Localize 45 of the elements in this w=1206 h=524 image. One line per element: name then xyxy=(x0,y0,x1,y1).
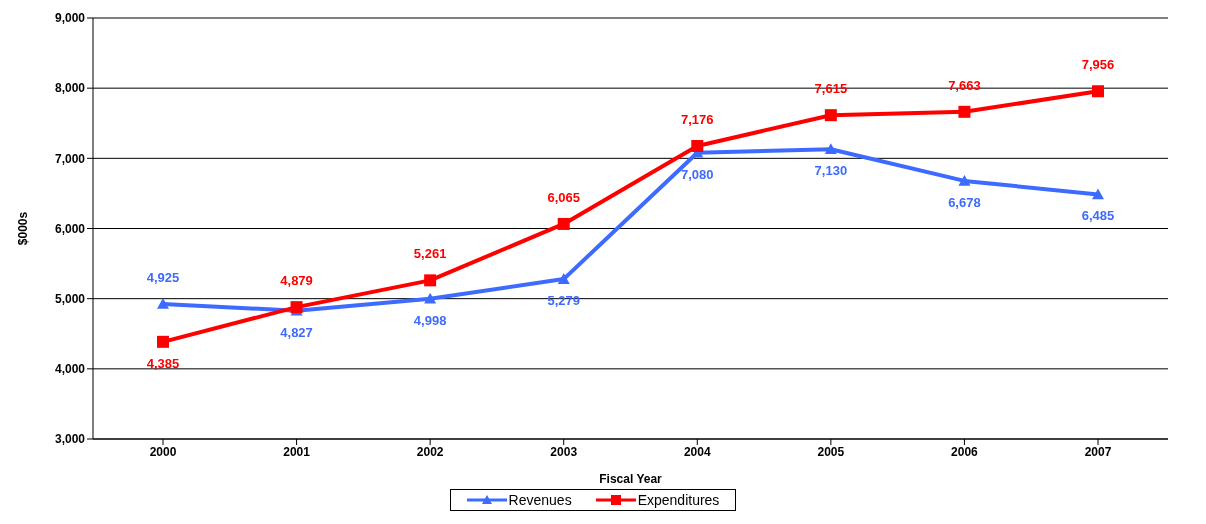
point xyxy=(424,274,437,287)
data-label: 5,261 xyxy=(413,246,447,262)
point xyxy=(824,143,837,155)
point xyxy=(557,217,570,230)
x-tick-label: 2004 xyxy=(683,444,711,459)
point xyxy=(958,105,971,118)
x-tick-label: 2007 xyxy=(1084,444,1112,459)
data-label: 6,485 xyxy=(1081,208,1115,224)
data-label: 4,827 xyxy=(280,324,313,340)
point xyxy=(1092,188,1104,200)
y-tick-label: 9,000 xyxy=(54,11,86,26)
y-tick-label: 5,000 xyxy=(54,291,86,306)
data-label: 6,678 xyxy=(948,194,981,210)
x-tick-label: 2005 xyxy=(817,444,845,459)
data-label: 7,130 xyxy=(814,163,848,179)
data-label: 4,879 xyxy=(280,273,313,289)
point xyxy=(824,109,837,122)
data-label: 7,956 xyxy=(1081,57,1115,73)
data-label: 4,925 xyxy=(146,269,180,285)
y-tick-label: 4,000 xyxy=(54,362,86,377)
data-label: 4,998 xyxy=(413,312,447,328)
x-tick-label: 2003 xyxy=(550,444,578,459)
x-tick-label: 2006 xyxy=(951,444,979,459)
y-tick-label: 8,000 xyxy=(54,81,86,96)
y-tick-label: 6,000 xyxy=(54,221,86,236)
point xyxy=(557,273,570,284)
x-tick-label: 2001 xyxy=(283,444,311,459)
point xyxy=(157,297,169,309)
point xyxy=(958,174,971,186)
x-axis-title: Fiscal Year xyxy=(599,472,663,486)
x-tick-label: 2000 xyxy=(149,444,177,459)
data-label: 7,176 xyxy=(681,111,714,127)
data-label: 7,080 xyxy=(681,166,714,182)
x-tick-label: 2002 xyxy=(416,444,444,459)
legend-label: Revenues xyxy=(508,492,572,508)
y-tick-label: 3,000 xyxy=(54,432,86,447)
y-axis-title: $000s xyxy=(16,211,31,246)
point xyxy=(157,335,169,348)
data-label: 6,065 xyxy=(547,189,580,205)
point xyxy=(691,139,704,152)
point xyxy=(424,292,437,304)
legend-label: Expenditures xyxy=(637,492,720,508)
y-tick-label: 7,000 xyxy=(54,151,86,166)
data-label: 4,385 xyxy=(146,355,180,371)
point xyxy=(1092,85,1104,98)
